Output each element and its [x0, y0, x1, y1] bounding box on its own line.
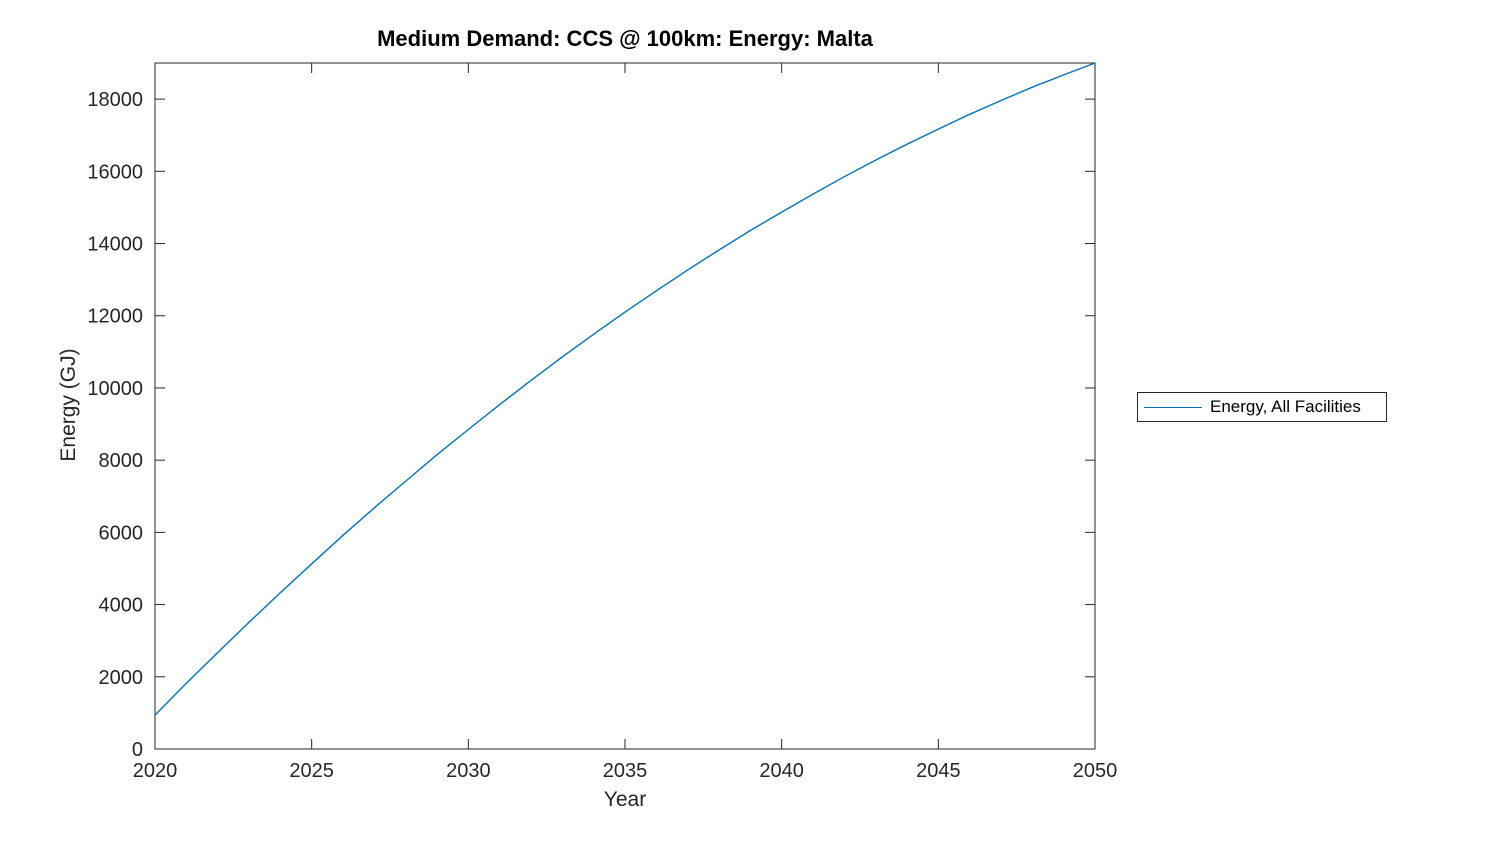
x-axis-label: Year [603, 788, 647, 811]
x-tick-label: 2025 [289, 760, 334, 782]
y-tick-label: 6000 [99, 522, 144, 544]
x-tick-label: 2040 [759, 760, 804, 782]
legend-line-sample [1144, 406, 1202, 408]
chart-title: Medium Demand: CCS @ 100km: Energy: Malt… [377, 26, 873, 51]
x-tick-label: 2045 [916, 760, 961, 782]
y-tick-label: 14000 [87, 234, 143, 256]
y-tick-label: 8000 [99, 450, 144, 472]
legend: Energy, All Facilities [1137, 392, 1387, 422]
y-tick-label: 18000 [87, 89, 143, 111]
plot-box [154, 62, 1096, 750]
y-tick-label: 10000 [87, 378, 143, 400]
legend-item-label: Energy, All Facilities [1210, 397, 1361, 416]
y-tick-label: 2000 [99, 667, 144, 689]
y-tick-label: 12000 [87, 306, 143, 328]
x-tick-label: 2020 [133, 760, 178, 782]
y-tick-label: 0 [132, 739, 143, 761]
y-tick-label: 4000 [99, 595, 144, 617]
x-tick-label: 2050 [1073, 760, 1118, 782]
series-line [154, 62, 1096, 716]
y-tick-label: 16000 [87, 161, 143, 183]
x-tick-label: 2035 [603, 760, 648, 782]
x-tick-label: 2030 [446, 760, 491, 782]
